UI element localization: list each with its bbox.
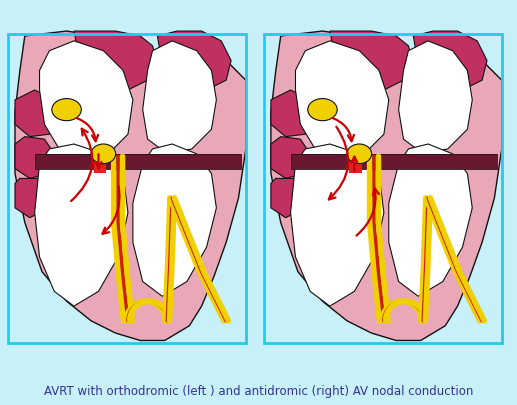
Text: AVRT with orthodromic (left ) and antidromic (right) AV nodal conduction: AVRT with orthodromic (left ) and antidr…	[44, 384, 473, 397]
Bar	[349, 149, 362, 174]
Polygon shape	[15, 179, 50, 218]
Polygon shape	[74, 32, 157, 91]
Ellipse shape	[308, 99, 337, 122]
Polygon shape	[39, 42, 133, 159]
Polygon shape	[291, 145, 384, 306]
Polygon shape	[15, 32, 246, 341]
Ellipse shape	[52, 99, 81, 122]
Polygon shape	[157, 32, 231, 91]
Polygon shape	[15, 137, 54, 179]
Polygon shape	[271, 32, 501, 341]
Ellipse shape	[91, 145, 116, 164]
Polygon shape	[271, 137, 310, 179]
Bar	[94, 149, 106, 174]
Polygon shape	[143, 42, 216, 154]
Bar	[35, 154, 241, 169]
Polygon shape	[399, 42, 473, 154]
Polygon shape	[35, 154, 241, 169]
Polygon shape	[295, 42, 389, 159]
Polygon shape	[271, 91, 315, 137]
Polygon shape	[15, 91, 59, 137]
Polygon shape	[389, 145, 473, 296]
Polygon shape	[133, 145, 216, 296]
Polygon shape	[291, 154, 497, 169]
Polygon shape	[35, 145, 128, 306]
Polygon shape	[330, 32, 414, 91]
Polygon shape	[414, 32, 487, 91]
Polygon shape	[271, 179, 305, 218]
Bar	[291, 154, 497, 169]
Ellipse shape	[347, 145, 372, 164]
